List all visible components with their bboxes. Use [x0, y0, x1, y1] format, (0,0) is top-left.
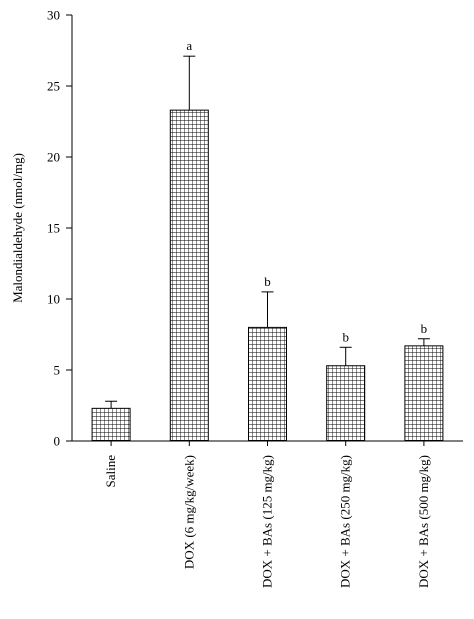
- significance-label: b: [421, 321, 428, 336]
- significance-label: b: [264, 274, 271, 289]
- category-label: DOX + BAs (250 mg/kg): [338, 455, 353, 588]
- significance-label: a: [186, 38, 192, 53]
- bar: [248, 326, 287, 442]
- error-bars: [105, 55, 430, 409]
- y-tick-label: 10: [47, 292, 60, 307]
- y-tick-label: 15: [47, 221, 60, 236]
- y-axis-label: Malondialdehyde (nmol/mg): [10, 153, 25, 303]
- y-tick-label: 20: [47, 150, 60, 165]
- y-ticks: 0 5 10 15 20 25 30: [47, 8, 425, 449]
- bar: [326, 365, 366, 442]
- y-tick-label: 5: [54, 363, 61, 378]
- bar: [404, 345, 444, 442]
- category-label: DOX + BAs (125 mg/kg): [260, 455, 275, 588]
- category-labels: Saline DOX (6 mg/kg/week) DOX + BAs (125 m…: [103, 455, 431, 588]
- category-label: DOX + BAs (500 mg/kg): [416, 455, 431, 588]
- y-tick-label: 30: [47, 8, 60, 23]
- significance-labels: a b b b: [186, 38, 427, 344]
- bar: [91, 407, 131, 442]
- y-tick-label: 0: [54, 434, 61, 449]
- bar: [169, 109, 209, 442]
- y-tick-label: 25: [47, 79, 60, 94]
- bars: [91, 109, 444, 442]
- significance-label: b: [342, 329, 349, 344]
- category-label: Saline: [103, 455, 118, 488]
- category-label: DOX (6 mg/kg/week): [181, 455, 196, 569]
